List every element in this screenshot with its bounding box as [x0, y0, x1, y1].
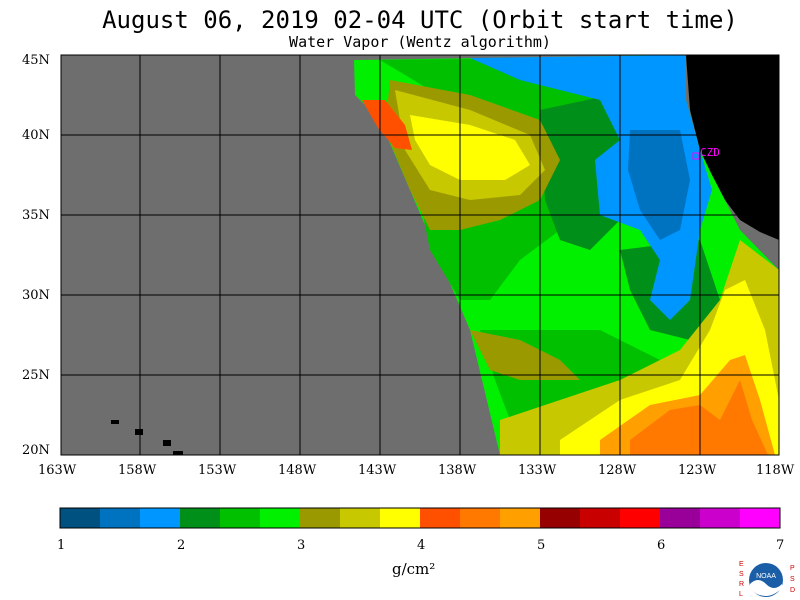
- lat-label-35n: 35N: [22, 208, 50, 223]
- page-title: August 06, 2019 02-04 UTC (Orbit start t…: [102, 6, 738, 34]
- colorbar-swatch: [260, 508, 300, 528]
- hawaii-island-2: [135, 429, 143, 435]
- colorbar-swatch: [500, 508, 540, 528]
- svg-text:NOAA: NOAA: [756, 573, 776, 580]
- swath-olive-south: [470, 330, 580, 380]
- page-subtitle: Water Vapor (Wentz algorithm): [289, 33, 551, 51]
- colorbar-swatch: [60, 508, 100, 528]
- lat-label-20n: 20N: [22, 443, 50, 458]
- station-label: CZD: [700, 146, 720, 159]
- grid: [61, 55, 779, 455]
- colorbar-unit-label: g/cm²: [392, 560, 436, 578]
- colorbar-swatch: [540, 508, 580, 528]
- swath-yellow-north: [410, 115, 530, 180]
- lon-label-123w: 123W: [678, 463, 717, 478]
- lon-label-138w: 138W: [438, 463, 477, 478]
- colorbar-tick-6: 6: [657, 538, 666, 553]
- svg-text:S: S: [790, 576, 795, 583]
- land-north-america: [686, 55, 779, 240]
- colorbar-swatch: [700, 508, 740, 528]
- colorbar-swatch: [420, 508, 460, 528]
- svg-text:R: R: [739, 581, 744, 588]
- lat-label-30n: 30N: [22, 288, 50, 303]
- lon-label-148w: 148W: [278, 463, 317, 478]
- colorbar-tick-7: 7: [776, 538, 785, 553]
- svg-text:L: L: [739, 591, 743, 598]
- colorbar-swatch: [660, 508, 700, 528]
- svg-text:D: D: [790, 587, 795, 594]
- svg-text:P: P: [790, 565, 795, 572]
- colorbar-swatch: [620, 508, 660, 528]
- hawaii-island-1: [111, 420, 119, 424]
- colorbar-tick-1: 1: [57, 538, 66, 553]
- hawaii-island-3: [163, 440, 171, 446]
- colorbar-swatch: [380, 508, 420, 528]
- swath-blue: [470, 55, 712, 320]
- colorbar-swatch: [180, 508, 220, 528]
- noaa-esrl-logo: NOAA E S R L P S D: [734, 556, 798, 600]
- colorbar-swatch: [220, 508, 260, 528]
- lon-label-163w: 163W: [38, 463, 77, 478]
- colorbar-swatch: [740, 508, 780, 528]
- svg-text:E: E: [739, 561, 744, 568]
- lon-label-158w: 158W: [118, 463, 157, 478]
- colorbar-swatch: [340, 508, 380, 528]
- colorbar-swatch: [460, 508, 500, 528]
- colorbar-frame: [59, 507, 781, 529]
- colorbar: [60, 508, 780, 528]
- map-frame: [60, 54, 780, 456]
- lon-label-133w: 133W: [518, 463, 557, 478]
- swath-darkblue: [628, 130, 690, 240]
- svg-text:S: S: [739, 571, 744, 578]
- lon-label-128w: 128W: [598, 463, 637, 478]
- swath-darkorange-south: [630, 380, 768, 455]
- lon-label-118w: 118W: [756, 463, 795, 478]
- colorbar-swatch: [100, 508, 140, 528]
- colorbar-tick-2: 2: [177, 538, 186, 553]
- swath-orange-north: [362, 100, 412, 150]
- colorbar-tick-4: 4: [417, 538, 426, 553]
- lat-label-25n: 25N: [22, 368, 50, 383]
- lon-label-143w: 143W: [358, 463, 397, 478]
- colorbar-tick-5: 5: [537, 538, 546, 553]
- colorbar-swatch: [580, 508, 620, 528]
- station-marker: [692, 152, 700, 160]
- lat-label-45n: 45N: [22, 53, 50, 68]
- hawaii-island-4: [173, 451, 183, 455]
- colorbar-swatch: [300, 508, 340, 528]
- colorbar-tick-3: 3: [297, 538, 306, 553]
- lon-label-153w: 153W: [198, 463, 237, 478]
- colorbar-swatch: [140, 508, 180, 528]
- lat-label-40n: 40N: [22, 128, 50, 143]
